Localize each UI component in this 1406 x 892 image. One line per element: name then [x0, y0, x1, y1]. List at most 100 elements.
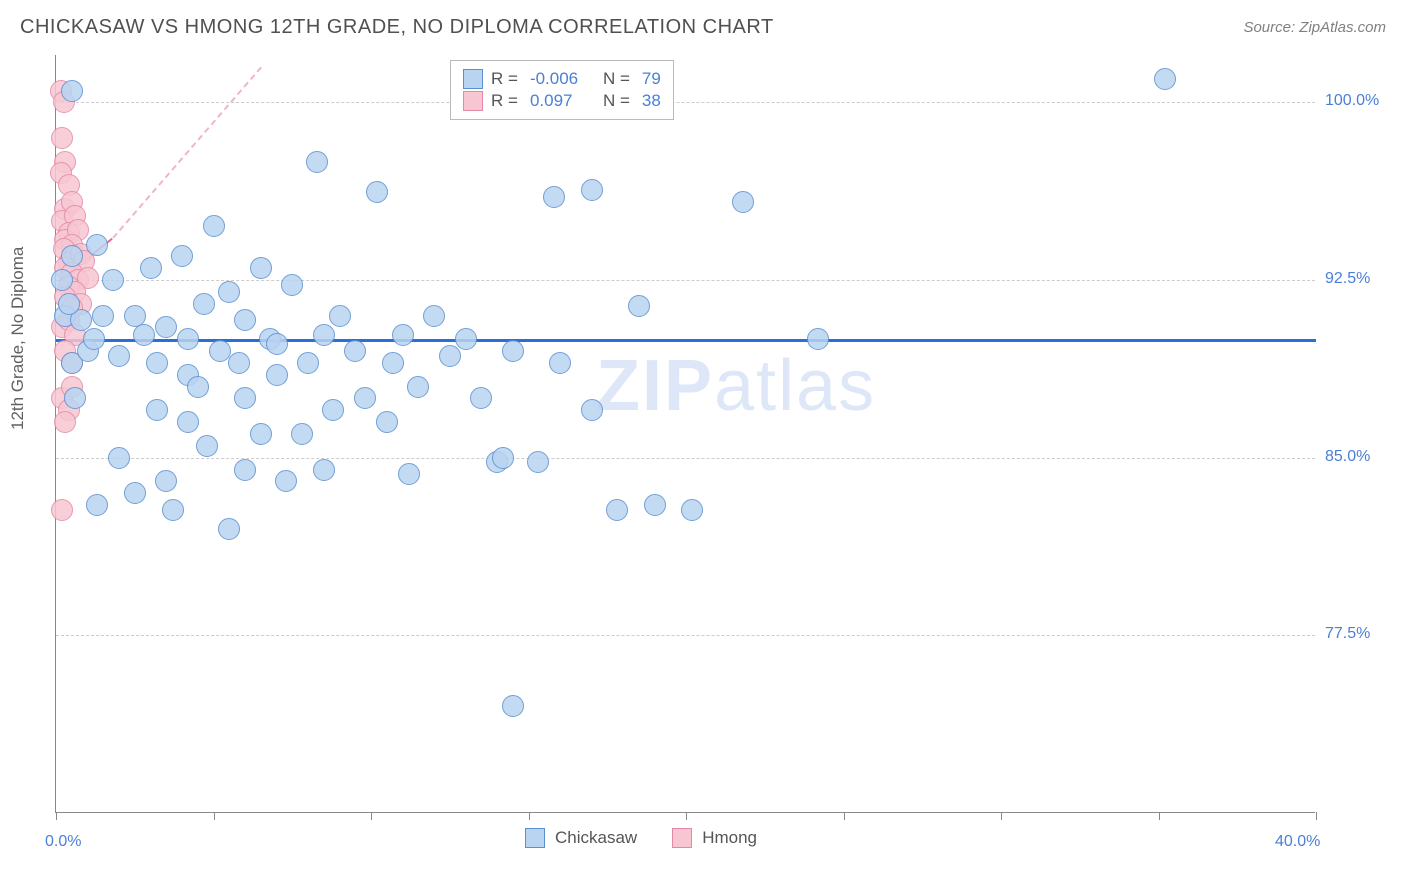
series-legend: ChickasawHmong — [525, 828, 782, 848]
data-point — [155, 316, 177, 338]
data-point — [382, 352, 404, 374]
chart-header: CHICKASAW VS HMONG 12TH GRADE, NO DIPLOM… — [20, 16, 1386, 39]
data-point — [177, 328, 199, 350]
x-tick — [214, 812, 215, 820]
data-point — [86, 234, 108, 256]
x-tick-label: 40.0% — [1275, 833, 1320, 851]
legend-n-value: 79 — [642, 69, 661, 89]
data-point — [344, 340, 366, 362]
y-tick-label: 77.5% — [1325, 625, 1370, 643]
data-point — [108, 447, 130, 469]
data-point — [250, 257, 272, 279]
data-point — [51, 269, 73, 291]
chart-plot-area: ZIPatlas — [55, 55, 1315, 813]
data-point — [329, 305, 351, 327]
data-point — [366, 181, 388, 203]
data-point — [581, 399, 603, 421]
data-point — [102, 269, 124, 291]
data-point — [155, 470, 177, 492]
legend-row: R =-0.006N =79 — [463, 69, 661, 89]
data-point — [423, 305, 445, 327]
data-point — [681, 499, 703, 521]
data-point — [354, 387, 376, 409]
watermark: ZIPatlas — [596, 345, 876, 427]
data-point — [291, 423, 313, 445]
trend-line-chickasaw — [56, 339, 1316, 342]
legend-r-label: R = — [491, 91, 518, 111]
legend-n-value: 38 — [642, 91, 661, 111]
data-point — [177, 411, 199, 433]
gridline — [56, 635, 1315, 636]
correlation-legend: R =-0.006N =79R =0.097N =38 — [450, 60, 674, 120]
data-point — [376, 411, 398, 433]
data-point — [1154, 68, 1176, 90]
x-tick — [1316, 812, 1317, 820]
data-point — [807, 328, 829, 350]
data-point — [266, 364, 288, 386]
gridline — [56, 280, 1315, 281]
data-point — [234, 459, 256, 481]
data-point — [322, 399, 344, 421]
data-point — [140, 257, 162, 279]
data-point — [502, 340, 524, 362]
chart-title: CHICKASAW VS HMONG 12TH GRADE, NO DIPLOM… — [20, 16, 774, 39]
data-point — [313, 459, 335, 481]
data-point — [543, 186, 565, 208]
data-point — [628, 295, 650, 317]
data-point — [470, 387, 492, 409]
data-point — [407, 376, 429, 398]
y-tick-label: 85.0% — [1325, 448, 1370, 466]
data-point — [439, 345, 461, 367]
data-point — [306, 151, 328, 173]
data-point — [266, 333, 288, 355]
x-tick-label: 0.0% — [45, 833, 81, 851]
legend-swatch — [672, 828, 692, 848]
data-point — [732, 191, 754, 213]
x-tick — [529, 812, 530, 820]
data-point — [51, 127, 73, 149]
legend-r-value: 0.097 — [530, 91, 585, 111]
data-point — [234, 309, 256, 331]
x-tick — [371, 812, 372, 820]
legend-row: R = 0.097 N = 38 — [463, 91, 661, 111]
legend-swatch — [463, 91, 483, 111]
data-point — [193, 293, 215, 315]
data-point — [492, 447, 514, 469]
data-point — [54, 411, 76, 433]
data-point — [275, 470, 297, 492]
data-point — [187, 376, 209, 398]
y-axis-label: 12th Grade, No Diploma — [8, 247, 28, 430]
legend-n-label: N = — [603, 91, 630, 111]
data-point — [228, 352, 250, 374]
data-point — [455, 328, 477, 350]
data-point — [527, 451, 549, 473]
data-point — [162, 499, 184, 521]
chart-source: Source: ZipAtlas.com — [1243, 19, 1386, 36]
data-point — [502, 695, 524, 717]
data-point — [392, 324, 414, 346]
data-point — [171, 245, 193, 267]
x-tick — [1001, 812, 1002, 820]
data-point — [549, 352, 571, 374]
data-point — [196, 435, 218, 457]
data-point — [218, 281, 240, 303]
trend-dash-hmong — [112, 67, 262, 239]
legend-series-label: Chickasaw — [555, 828, 637, 848]
data-point — [203, 215, 225, 237]
data-point — [218, 518, 240, 540]
data-point — [281, 274, 303, 296]
data-point — [606, 499, 628, 521]
data-point — [92, 305, 114, 327]
data-point — [234, 387, 256, 409]
data-point — [108, 345, 130, 367]
legend-n-label: N = — [603, 69, 630, 89]
data-point — [133, 324, 155, 346]
data-point — [51, 499, 73, 521]
x-tick — [1159, 812, 1160, 820]
data-point — [581, 179, 603, 201]
data-point — [250, 423, 272, 445]
data-point — [644, 494, 666, 516]
data-point — [58, 293, 80, 315]
data-point — [61, 245, 83, 267]
data-point — [313, 324, 335, 346]
